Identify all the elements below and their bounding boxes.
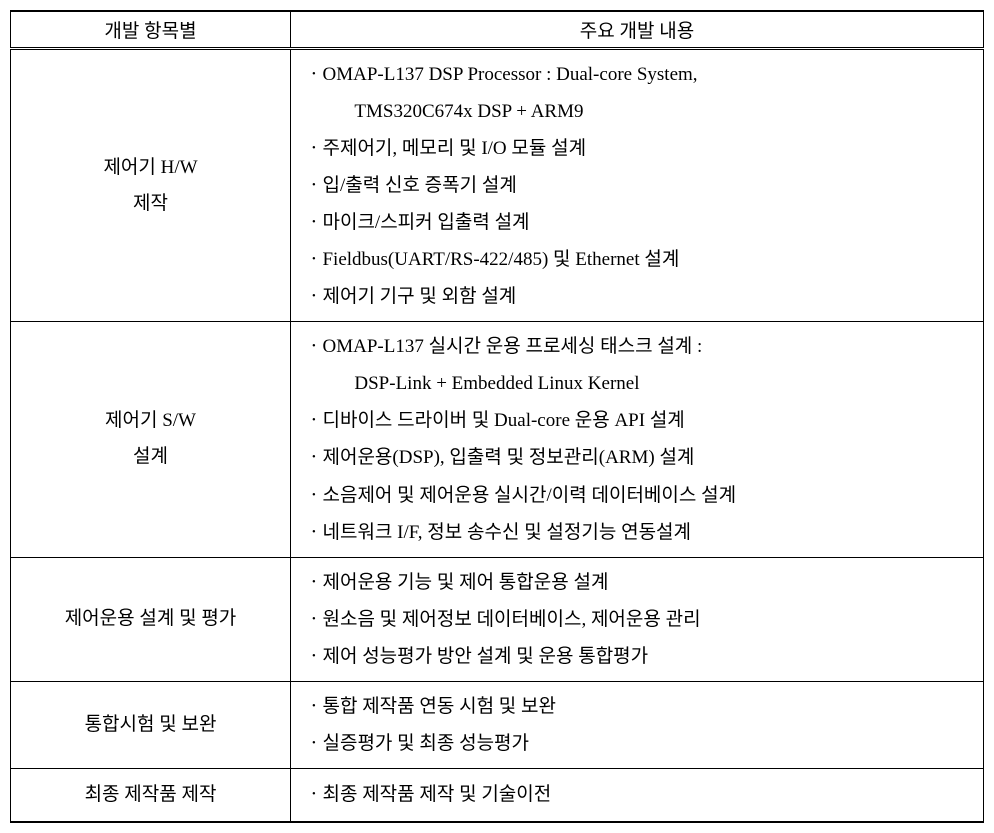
list-item: ㆍFieldbus(UART/RS-422/485) 및 Ethernet 설계	[305, 241, 973, 278]
list-item: ㆍ마이크/스피커 입출력 설계	[305, 204, 973, 241]
list-item: ㆍ제어기 기구 및 외함 설계	[305, 278, 973, 315]
category-cell: 최종 제작품 제작	[11, 768, 291, 822]
category-cell: 통합시험 및 보완	[11, 681, 291, 768]
list-item: ㆍ네트워크 I/F, 정보 송수신 및 설정기능 연동설계	[305, 514, 973, 551]
list-item: ㆍ제어운용 기능 및 제어 통합운용 설계	[305, 564, 973, 601]
category-cell: 제어기 H/W제작	[11, 49, 291, 322]
header-row: 개발 항목별 주요 개발 내용	[11, 11, 984, 49]
content-cell: ㆍOMAP-L137 실시간 운용 프로세싱 태스크 설계 :DSP-Link …	[291, 322, 984, 557]
list-item: ㆍ디바이스 드라이버 및 Dual-core 운용 API 설계	[305, 402, 973, 439]
list-item: ㆍ입/출력 신호 증폭기 설계	[305, 167, 973, 204]
development-table: 개발 항목별 주요 개발 내용 제어기 H/W제작ㆍOMAP-L137 DSP …	[10, 10, 984, 823]
list-item: ㆍ원소음 및 제어정보 데이터베이스, 제어운용 관리	[305, 601, 973, 638]
table-row: 최종 제작품 제작 ㆍ최종 제작품 제작 및 기술이전	[11, 768, 984, 822]
list-item: ㆍ실증평가 및 최종 성능평가	[305, 725, 973, 762]
table-row: 통합시험 및 보완ㆍ통합 제작품 연동 시험 및 보완ㆍ실증평가 및 최종 성능…	[11, 681, 984, 768]
content-cell: ㆍOMAP-L137 DSP Processor : Dual-core Sys…	[291, 49, 984, 322]
header-col2: 주요 개발 내용	[291, 11, 984, 49]
table-row: 제어기 H/W제작ㆍOMAP-L137 DSP Processor : Dual…	[11, 49, 984, 322]
content-cell: ㆍ통합 제작품 연동 시험 및 보완ㆍ실증평가 및 최종 성능평가	[291, 681, 984, 768]
list-item: ㆍ제어운용(DSP), 입출력 및 정보관리(ARM) 설계	[305, 439, 973, 476]
list-item: ㆍ주제어기, 메모리 및 I/O 모듈 설계	[305, 130, 973, 167]
list-item-continuation: DSP-Link + Embedded Linux Kernel	[328, 365, 973, 402]
list-item: ㆍ제어 성능평가 방안 설계 및 운용 통합평가	[305, 638, 973, 675]
list-item: ㆍ소음제어 및 제어운용 실시간/이력 데이터베이스 설계	[305, 477, 973, 514]
content-cell: ㆍ최종 제작품 제작 및 기술이전	[291, 768, 984, 822]
list-item: ㆍ통합 제작품 연동 시험 및 보완	[305, 688, 973, 725]
table-row: 제어기 S/W설계ㆍOMAP-L137 실시간 운용 프로세싱 태스크 설계 :…	[11, 322, 984, 557]
table-row: 제어운용 설계 및 평가ㆍ제어운용 기능 및 제어 통합운용 설계ㆍ원소음 및 …	[11, 557, 984, 681]
header-col1: 개발 항목별	[11, 11, 291, 49]
category-cell: 제어기 S/W설계	[11, 322, 291, 557]
list-item: ㆍOMAP-L137 실시간 운용 프로세싱 태스크 설계 :DSP-Link …	[305, 328, 973, 402]
content-cell: ㆍ제어운용 기능 및 제어 통합운용 설계ㆍ원소음 및 제어정보 데이터베이스,…	[291, 557, 984, 681]
table-body: 제어기 H/W제작ㆍOMAP-L137 DSP Processor : Dual…	[11, 49, 984, 822]
list-item: ㆍ최종 제작품 제작 및 기술이전	[305, 776, 973, 813]
category-cell: 제어운용 설계 및 평가	[11, 557, 291, 681]
list-item: ㆍOMAP-L137 DSP Processor : Dual-core Sys…	[305, 56, 973, 130]
list-item-continuation: TMS320C674x DSP + ARM9	[328, 93, 973, 130]
